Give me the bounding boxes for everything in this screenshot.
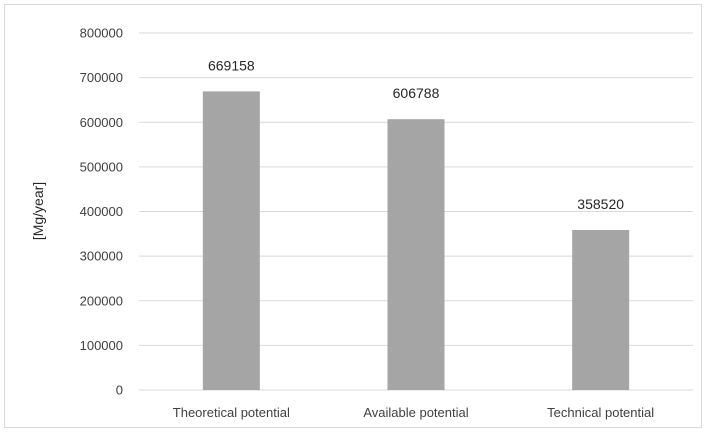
data-label: 358520 bbox=[577, 196, 624, 212]
bars bbox=[202, 91, 630, 390]
data-label: 606788 bbox=[393, 85, 440, 101]
y-tick-label: 700000 bbox=[80, 70, 123, 85]
bar bbox=[202, 91, 260, 390]
x-category-label: Theoretical potential bbox=[173, 405, 290, 420]
y-tick-label: 200000 bbox=[80, 293, 123, 308]
x-axis-categories: Theoretical potential Available potential… bbox=[173, 405, 654, 420]
y-tick-label: 0 bbox=[116, 383, 123, 398]
bar bbox=[572, 230, 630, 390]
x-category-label: Technical potential bbox=[547, 405, 654, 420]
y-axis-title: [Mg/year] bbox=[30, 182, 46, 240]
y-tick-label: 500000 bbox=[80, 159, 123, 174]
y-tick-label: 300000 bbox=[80, 249, 123, 264]
bar bbox=[387, 119, 445, 390]
x-category-label: Available potential bbox=[363, 405, 468, 420]
y-tick-label: 100000 bbox=[80, 338, 123, 353]
data-label: 669158 bbox=[208, 57, 255, 73]
y-tick-label: 800000 bbox=[80, 26, 123, 41]
y-tick-label: 600000 bbox=[80, 115, 123, 130]
data-labels: 669158 606788 358520 bbox=[208, 57, 624, 212]
y-tick-label: 400000 bbox=[80, 204, 123, 219]
y-axis-ticks: 0 100000 200000 300000 400000 500000 600000 700… bbox=[80, 26, 123, 398]
